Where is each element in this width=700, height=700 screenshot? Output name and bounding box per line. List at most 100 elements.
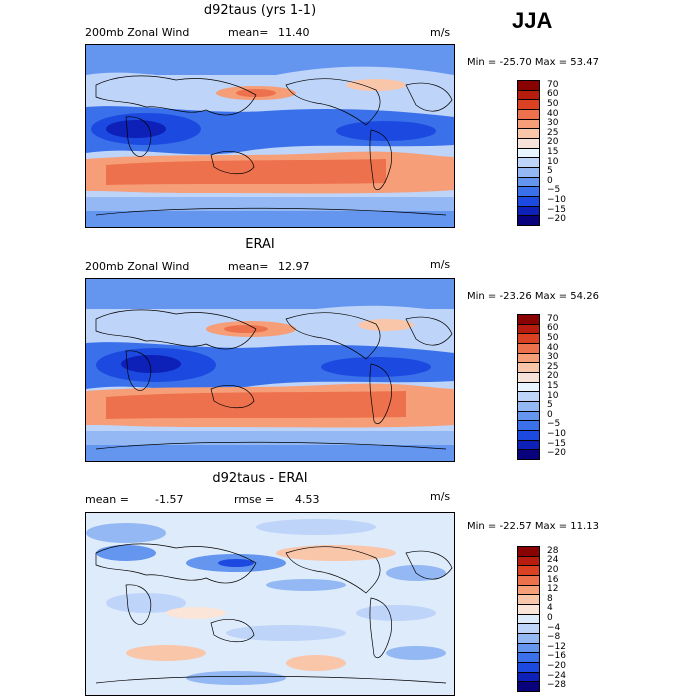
colorbar-tick-label: −24: [547, 670, 566, 681]
colorbar-swatch: [518, 100, 539, 111]
colorbar-swatch: [518, 556, 539, 567]
jet-america: [346, 79, 406, 91]
colorbar-tick-label: −12: [547, 641, 566, 652]
band-nh-mid: [86, 305, 454, 337]
diff-anomaly: [218, 559, 254, 567]
map-diff-svg: [86, 513, 454, 695]
diff-anomaly: [286, 655, 346, 671]
units-diff: m/s: [430, 490, 451, 503]
colorbar-swatch: [518, 643, 539, 654]
colorbar-tick-label: 40: [547, 108, 559, 119]
map-model-svg: [86, 45, 454, 227]
panel-title-obs: ERAI: [245, 237, 275, 252]
band-polar-south: [86, 445, 454, 461]
colorbar-swatch: [518, 672, 539, 683]
band-polar-south: [86, 211, 454, 227]
rmse-value-diff: 4.53: [295, 493, 320, 506]
colorbar-tick-label: 50: [547, 333, 559, 343]
diff-anomaly: [356, 605, 436, 621]
colorbar-tick-label: 0: [547, 613, 553, 623]
colorbar-diff: [517, 546, 540, 692]
colorbar-swatch: [518, 682, 539, 692]
diff-anomaly: [86, 523, 166, 543]
easterly-core: [121, 355, 181, 373]
colorbar-tick-label: 20: [547, 137, 559, 148]
colorbar-swatch: [518, 663, 539, 673]
colorbar-swatch: [518, 110, 539, 120]
diff-anomaly: [106, 593, 186, 613]
colorbar-tick-label: −16: [547, 651, 566, 662]
panel-title-diff: d92taus - ERAI: [212, 471, 308, 486]
colorbar-swatch: [518, 206, 539, 217]
colorbar-swatch: [518, 197, 539, 207]
band-polar-north: [86, 279, 454, 309]
colorbar-tick-label: 15: [547, 381, 559, 391]
colorbar-swatch: [518, 392, 539, 403]
colorbar-swatch: [518, 129, 539, 140]
colorbar-tick-label: 10: [547, 156, 559, 167]
colorbar-swatch: [518, 566, 539, 577]
colorbar-swatch: [518, 353, 539, 364]
colorbar-swatch: [518, 90, 539, 101]
jet-asia-core: [236, 89, 276, 97]
coastlines: [95, 543, 453, 684]
units-model: m/s: [430, 26, 451, 39]
colorbar-swatch: [518, 421, 539, 432]
colorbar-tick-label: −8: [547, 632, 561, 643]
colorbar-swatch: [518, 148, 539, 159]
colorbar-swatch: [518, 402, 539, 412]
colorbar-tick-label: −4: [547, 622, 561, 633]
coastlines: [95, 75, 453, 216]
colorbar-tick-label: 5: [547, 400, 553, 411]
colorbar-swatch: [518, 614, 539, 625]
colorbar-tick-label: −20: [547, 661, 566, 671]
colorbar-tick-label: 8: [547, 593, 553, 604]
minmax-diff: Min = -22.57 Max = 11.13: [467, 521, 599, 532]
colorbar-tick-label: 50: [547, 99, 559, 109]
colorbar-swatch: [518, 585, 539, 596]
units-obs: m/s: [430, 258, 451, 271]
colorbar-tick-label: −5: [547, 419, 561, 430]
mean-label-model: mean=: [228, 26, 269, 39]
colorbar-tick-label: 60: [547, 323, 559, 334]
coastlines: [95, 309, 453, 450]
colorbar-swatch: [518, 547, 539, 557]
colorbar-tick-label: 30: [547, 118, 559, 129]
jet-asia-core: [224, 325, 268, 333]
colorbar-swatch: [518, 139, 539, 149]
mean-value-diff: -1.57: [155, 493, 184, 506]
map-model: [85, 44, 455, 228]
colorbar-tick-label: 60: [547, 89, 559, 100]
colorbar-tick-label: −20: [547, 214, 566, 225]
colorbar-swatch: [518, 624, 539, 635]
colorbar-tick-label: −5: [547, 185, 561, 196]
colorbar-obs: [517, 314, 540, 460]
colorbar-swatch: [518, 177, 539, 188]
colorbar-swatch: [518, 595, 539, 606]
easterly-atlantic: [336, 121, 436, 141]
band-nh-mid: [86, 66, 454, 100]
colorbar-swatch: [518, 440, 539, 451]
sh-jet-core: [106, 159, 386, 185]
colorbar-tick-label: 70: [547, 79, 559, 90]
colorbar-tick-label: 30: [547, 352, 559, 363]
colorbar-tick-label: 10: [547, 390, 559, 401]
diff-anomaly: [256, 519, 376, 535]
colorbar-swatch: [518, 382, 539, 393]
rmse-label-diff: rmse =: [234, 493, 275, 506]
colorbar-tick-label: −10: [547, 429, 566, 439]
colorbar-swatch: [518, 334, 539, 345]
mean-value-obs: 12.97: [278, 260, 310, 273]
panel-title-model: d92taus (yrs 1-1): [203, 3, 317, 18]
mean-value-model: 11.40: [278, 26, 310, 39]
diff-anomaly: [126, 645, 206, 661]
colorbar-tick-label: 0: [547, 409, 553, 420]
diff-anomaly: [266, 579, 346, 591]
jet-america: [358, 319, 414, 331]
colorbar-swatch: [518, 216, 539, 226]
colorbar-swatch: [518, 119, 539, 130]
colorbar-swatch: [518, 634, 539, 644]
colorbar-swatch: [518, 363, 539, 374]
colorbar-swatch: [518, 158, 539, 169]
colorbar-model: [517, 80, 540, 226]
